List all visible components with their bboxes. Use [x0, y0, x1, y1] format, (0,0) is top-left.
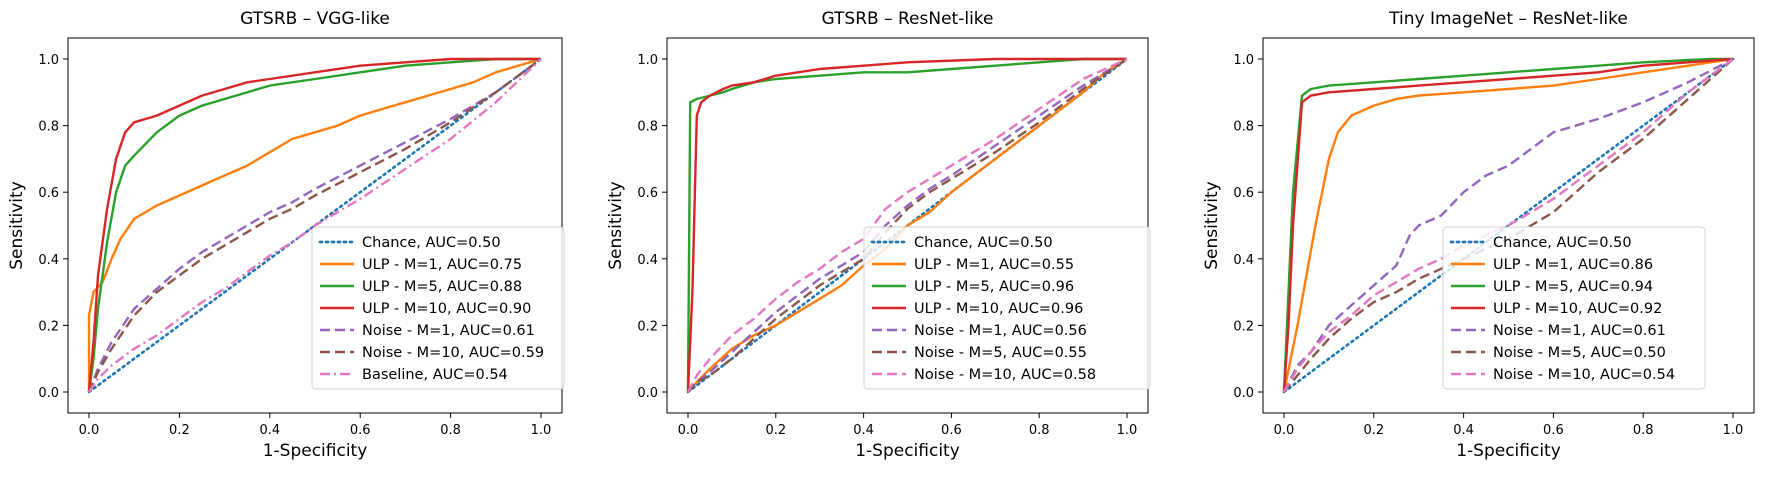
series-line-5 [87, 58, 542, 393]
legend-entry: Chance, AUC=0.50 [362, 235, 501, 251]
y-tick-label: 0.0 [38, 386, 59, 401]
series-line-3 [1282, 57, 1733, 393]
legend-entry: ULP - M=5, AUC=0.88 [362, 279, 522, 295]
x-tick-label: 0.8 [1633, 423, 1654, 438]
x-tick-label: 0.2 [1363, 423, 1384, 438]
series-line-5 [687, 57, 1128, 393]
plot-frame [666, 37, 1149, 414]
x-tick-label: 0.2 [169, 423, 190, 438]
y-tick-label: 0.6 [1233, 186, 1254, 201]
y-tick-label: 1.0 [1233, 53, 1254, 68]
legend-entry: Baseline, AUC=0.54 [362, 367, 508, 383]
legend-entry: ULP - M=10, AUC=0.92 [1493, 301, 1662, 317]
y-tick-label: 0.4 [637, 253, 658, 268]
legend-entry: ULP - M=1, AUC=0.86 [1493, 257, 1653, 273]
y-tick-label: 0.0 [637, 386, 658, 401]
x-tick-label: 0.4 [853, 423, 874, 438]
x-tick-label: 0.2 [765, 423, 786, 438]
x-tick-label: 0.4 [259, 423, 280, 438]
x-tick-label: 1.0 [531, 423, 552, 438]
x-tick-label: 0.8 [1029, 423, 1050, 438]
chart-2: GTSRB – ResNet-like 0.0 0.2 0.4 0.6 0.8 1.0 0.0… [606, 9, 1151, 461]
chart-1: GTSRB – VGG-like 0.0 0.2 0.4 0.6 0.8 1.0 0.0 0.2… [7, 9, 565, 461]
legend-entry: ULP - M=1, AUC=0.55 [914, 257, 1074, 273]
legend-entry: Noise - M=5, AUC=0.55 [914, 345, 1087, 361]
y-tick-label: 1.0 [38, 53, 59, 68]
plot-frame [67, 37, 563, 414]
legend-entry: ULP - M=1, AUC=0.75 [362, 257, 522, 273]
series-line-3 [686, 57, 1127, 393]
series-line-5 [1282, 57, 1734, 393]
legend: Chance, AUC=0.50 ULP - M=1, AUC=0.86 ULP -… [1442, 226, 1706, 390]
legend-entry: ULP - M=5, AUC=0.94 [1493, 279, 1653, 295]
series-line-4 [686, 57, 1127, 393]
legend-entry: Noise - M=1, AUC=0.61 [362, 323, 535, 339]
x-tick-label: 0.0 [1274, 423, 1295, 438]
y-tick-label: 0.4 [38, 253, 59, 268]
legend-box [1442, 226, 1706, 390]
x-tick-label: 0.6 [941, 423, 962, 438]
y-axis-label: Sensitivity [7, 181, 27, 270]
y-tick-label: 0.2 [637, 319, 658, 334]
legend-box [863, 226, 1151, 390]
plot-frame [1262, 37, 1755, 414]
series-line-2 [1282, 57, 1734, 393]
y-tick-label: 0.4 [1233, 253, 1254, 268]
x-axis-label: 1-Specificity [855, 441, 960, 461]
y-tick-label: 0.6 [637, 186, 658, 201]
x-tick-label: 0.0 [79, 423, 100, 438]
legend-entry: Noise - M=10, AUC=0.54 [1493, 367, 1675, 383]
x-tick-label: 1.0 [1723, 423, 1744, 438]
y-axis-label: Sensitivity [1202, 181, 1222, 270]
y-tick-label: 0.8 [38, 120, 59, 135]
series-line-7 [88, 58, 542, 393]
legend-entry: Noise - M=1, AUC=0.56 [914, 323, 1087, 339]
series-line-6 [87, 58, 542, 393]
x-axis-label: 1-Specificity [263, 441, 368, 461]
legend-entry: Chance, AUC=0.50 [914, 235, 1053, 251]
legend-entry: ULP - M=10, AUC=0.96 [914, 301, 1083, 317]
series-line-3 [87, 57, 541, 393]
chart-title: GTSRB – ResNet-like [821, 9, 993, 29]
legend-entry: Chance, AUC=0.50 [1493, 235, 1632, 251]
legend-entry: ULP - M=10, AUC=0.90 [362, 301, 531, 317]
y-tick-label: 0.8 [1233, 120, 1254, 135]
x-axis-label: 1-Specificity [1456, 441, 1561, 461]
y-tick-label: 0.2 [1233, 319, 1254, 334]
legend-entry: Noise - M=10, AUC=0.59 [362, 345, 544, 361]
y-tick-label: 0.2 [38, 319, 59, 334]
x-tick-label: 0.6 [1543, 423, 1564, 438]
legend-box [311, 226, 565, 390]
legend: Chance, AUC=0.50 ULP - M=1, AUC=0.55 ULP -… [863, 226, 1151, 390]
legend-entry: ULP - M=5, AUC=0.96 [914, 279, 1074, 295]
series-line-7 [686, 57, 1128, 393]
series-line-4 [1282, 57, 1734, 393]
chart-title: Tiny ImageNet – ResNet-like [1388, 9, 1628, 29]
legend-entry: Noise - M=5, AUC=0.50 [1493, 345, 1666, 361]
y-tick-label: 1.0 [637, 53, 658, 68]
series-line-4 [87, 57, 541, 393]
series-line-1 [1282, 57, 1735, 394]
x-tick-label: 0.8 [440, 423, 461, 438]
x-tick-label: 0.6 [350, 423, 371, 438]
chart-title: GTSRB – VGG-like [240, 9, 390, 29]
legend-entry: Noise - M=10, AUC=0.58 [914, 367, 1096, 383]
y-tick-label: 0.6 [38, 186, 59, 201]
y-tick-label: 0.8 [637, 120, 658, 135]
chart-3: Tiny ImageNet – ResNet-like 0.0 0.2 0.4 0.6 0… [1202, 9, 1755, 461]
legend: Chance, AUC=0.50 ULP - M=1, AUC=0.75 ULP -… [311, 226, 565, 390]
y-tick-label: 0.0 [1233, 386, 1254, 401]
series-line-7 [1282, 58, 1734, 393]
series-line-2 [87, 57, 542, 392]
x-tick-label: 0.4 [1453, 423, 1474, 438]
series-line-6 [687, 58, 1128, 393]
x-tick-label: 0.0 [678, 423, 699, 438]
x-tick-label: 1.0 [1117, 423, 1138, 438]
legend-entry: Noise - M=1, AUC=0.61 [1493, 323, 1666, 339]
y-axis-label: Sensitivity [606, 181, 626, 270]
